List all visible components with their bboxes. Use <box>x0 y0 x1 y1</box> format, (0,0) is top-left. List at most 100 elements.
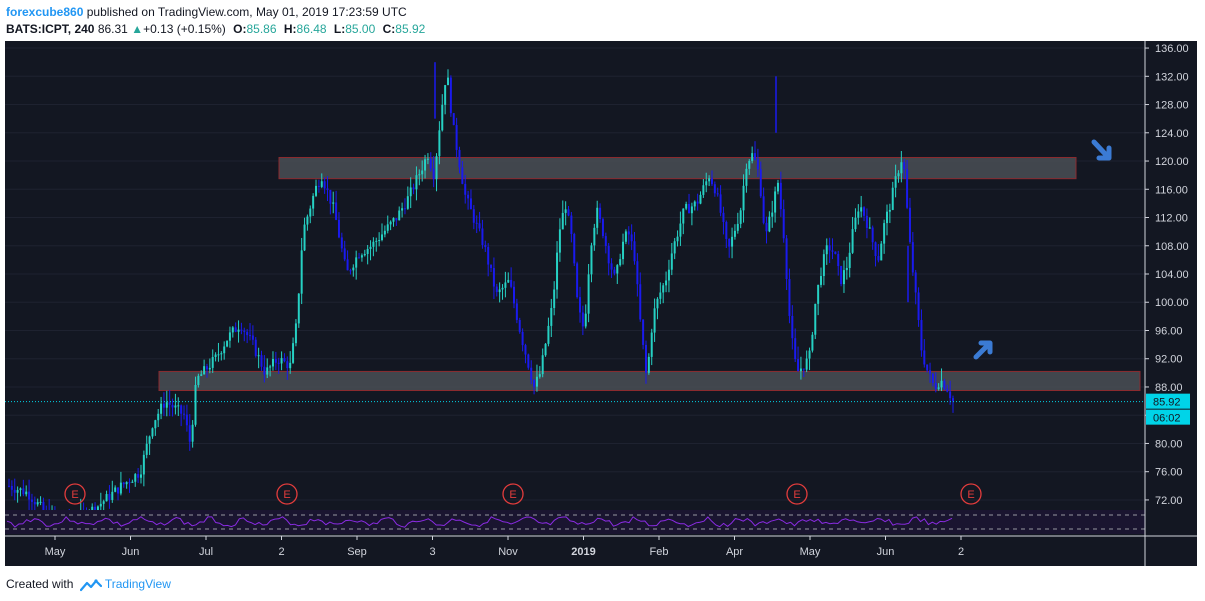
open-label: O: <box>233 22 247 36</box>
candle-body <box>538 374 541 377</box>
y-tick-label: 124.00 <box>1155 128 1189 140</box>
candle-body <box>679 223 682 237</box>
earnings-marker[interactable] <box>960 483 982 505</box>
time-axis[interactable]: May Jun Jul 2 Sep 3 Nov 2019 Feb Apr May Jun 2 <box>5 535 1197 558</box>
candle-body <box>220 353 223 355</box>
x-tick-label: Nov <box>498 546 518 558</box>
candle-body <box>317 185 320 187</box>
y-tick-label: 92.00 <box>1155 354 1183 366</box>
candle-body <box>906 169 909 208</box>
candle-body <box>168 402 171 405</box>
candle-body <box>731 236 734 247</box>
candle-body <box>269 366 272 368</box>
resistance-zone[interactable] <box>278 157 1077 180</box>
price-axis[interactable]: 136.00 132.00 128.00 124.00 120.00 116.00 112.… <box>1144 41 1189 566</box>
candle-body <box>510 279 513 287</box>
earnings-marker[interactable] <box>276 483 298 505</box>
price-change: +0.13 (+0.15%) <box>143 22 226 36</box>
last-price-label: 85.92 <box>1153 397 1181 409</box>
candle-body <box>366 248 369 254</box>
candle-body <box>716 193 719 195</box>
earnings-marker[interactable] <box>64 483 86 505</box>
symbol-line: BATS:ICPT, 240 86.31 ▲+0.13 (+0.15%) O:8… <box>6 21 1196 38</box>
support-zone[interactable] <box>158 370 1141 392</box>
candle-body <box>952 398 954 401</box>
candle-body <box>564 209 567 213</box>
candle-body <box>705 181 708 186</box>
candle-body <box>774 191 777 213</box>
candle-body <box>719 194 722 213</box>
y-tick-label: 116.00 <box>1155 184 1188 196</box>
candle-body <box>590 245 593 275</box>
x-tick-label: 2019 <box>571 546 595 558</box>
candle-body <box>217 354 220 356</box>
earnings-marker[interactable] <box>502 483 524 505</box>
candle-body <box>610 263 613 270</box>
tradingview-brand[interactable]: TradingView <box>104 577 171 591</box>
price-chart[interactable]: E E E E E 136.00 132.00 128.00 124.00 120.00 116.… <box>5 41 1197 566</box>
candle-body <box>547 325 550 344</box>
candle-body <box>340 237 343 249</box>
candle-body <box>834 251 837 255</box>
open-value: 85.86 <box>246 22 277 36</box>
candle-body <box>871 227 874 243</box>
candle-body <box>234 327 237 332</box>
candle-body <box>257 355 260 357</box>
candle-body <box>779 182 782 210</box>
candle-body <box>223 346 226 354</box>
candle-body <box>498 289 501 293</box>
candle-body <box>544 343 547 356</box>
candle-body <box>650 332 653 357</box>
candle-body <box>283 358 286 362</box>
candle-body <box>203 366 206 375</box>
candle-body <box>644 344 647 373</box>
candle-body <box>673 241 676 254</box>
candle-body <box>99 503 102 507</box>
chart-background <box>5 41 1197 566</box>
candle-body <box>888 209 891 212</box>
candle-body <box>108 494 111 500</box>
candle-body <box>854 217 857 230</box>
candle-body <box>877 256 880 261</box>
candle-body <box>251 335 254 340</box>
candle-body <box>191 424 194 442</box>
candle-body <box>280 358 283 364</box>
candle-body <box>263 366 266 375</box>
candle-body <box>946 388 949 392</box>
chart-area[interactable]: E E E E E 136.00 132.00 128.00 124.00 120.00 116.… <box>5 41 1197 566</box>
candle-body <box>8 485 10 487</box>
candle-body <box>633 241 636 262</box>
candle-body <box>139 474 142 478</box>
candle-body <box>587 274 590 314</box>
author-link[interactable]: forexcube860 <box>6 5 84 19</box>
candle-body <box>842 270 845 285</box>
candle-body <box>630 234 633 242</box>
candle-body <box>817 284 820 304</box>
candle-body <box>205 366 208 370</box>
price-zones[interactable] <box>158 157 1141 392</box>
candle-body <box>174 405 177 408</box>
candle-body <box>848 252 851 268</box>
candle-body <box>874 242 877 257</box>
x-tick-label: Feb <box>650 546 669 558</box>
candle-body <box>142 454 145 475</box>
candle-body <box>461 167 464 184</box>
candle-body <box>504 282 507 288</box>
candle-body <box>765 222 768 232</box>
candle-body <box>736 223 739 231</box>
down-arrow-icon[interactable] <box>1091 139 1112 161</box>
up-arrow-icon[interactable] <box>973 340 993 360</box>
drawn-arrows[interactable] <box>973 139 1112 360</box>
created-with-text: Created with <box>6 577 74 591</box>
y-tick-label: 76.00 <box>1155 467 1183 479</box>
candle-body <box>363 253 366 256</box>
candle-body <box>515 303 518 320</box>
candle-body <box>759 169 762 197</box>
earnings-marker[interactable] <box>786 483 808 505</box>
candle-body <box>467 194 470 199</box>
candle-body <box>923 350 926 365</box>
candle-body <box>742 185 745 211</box>
candle-body <box>688 203 691 214</box>
candle-body <box>567 209 570 216</box>
